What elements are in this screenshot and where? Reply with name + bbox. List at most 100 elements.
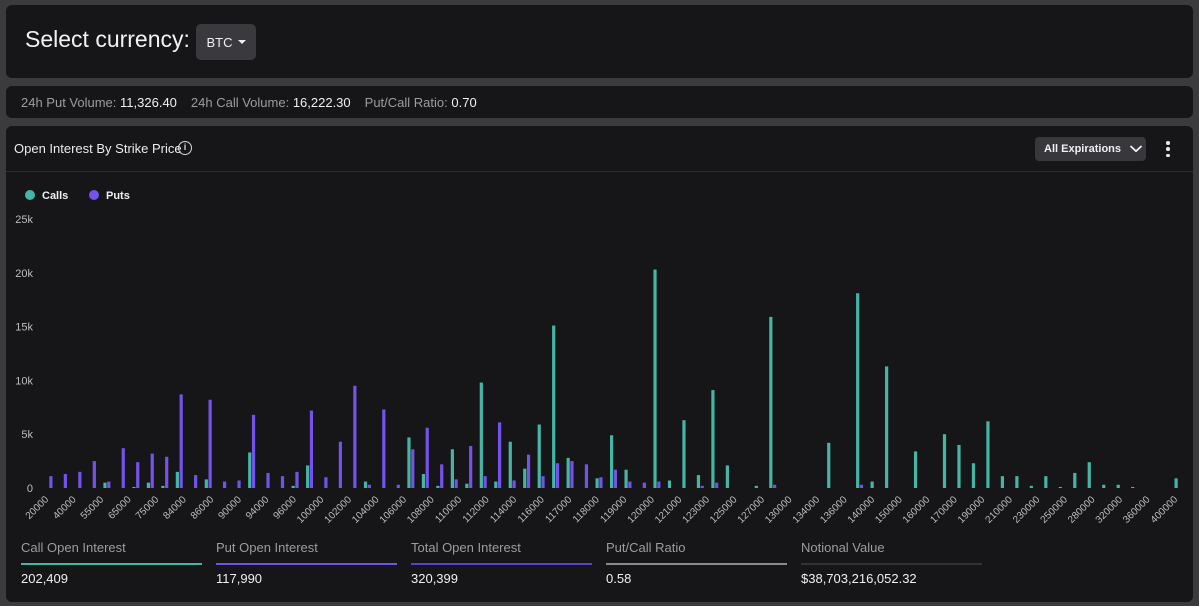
call-bar [248,452,252,488]
put-bar [194,475,198,488]
legend-marker-puts [89,190,99,200]
x-tick-label: 120000 [626,494,658,526]
x-tick-label: 116000 [516,494,547,525]
call-bar [436,485,440,488]
summary-value: 320,399 [411,571,458,586]
summary-item: Put/Call Ratio 0.58 [606,540,787,586]
call-bar [1029,485,1033,488]
summary-underline [21,563,202,565]
x-tick-label: 65000 [106,494,134,522]
put-volume-stat: 24h Put Volume: 11,326.40 [21,95,177,110]
chart-header: Open Interest By Strike Price i All Expi… [6,126,1193,172]
call-bar [1174,478,1178,488]
call-bar [1000,476,1005,488]
x-tick-label: 130000 [763,494,795,526]
summary-item: Call Open Interest 202,409 [21,540,202,586]
summary-underline [216,563,397,565]
call-bar [479,382,483,488]
put-bar [396,484,400,488]
put-bar [78,471,82,488]
ratio-label: Put/Call Ratio: [364,94,448,110]
put-bar [541,476,545,488]
put-volume-value: 11,326.40 [120,94,177,110]
x-tick-label: 86000 [189,494,217,522]
currency-dropdown[interactable]: BTC [196,24,256,60]
call-bar [885,366,889,488]
x-tick-label: 75000 [134,494,162,522]
call-bar [682,420,686,488]
put-bar [715,482,719,488]
x-tick-label: 280000 [1066,494,1098,526]
call-bar [827,442,831,488]
call-bar [306,465,310,488]
y-tick-label: 15k [15,322,33,334]
x-tick-label: 40000 [51,494,79,522]
put-bar [309,410,314,488]
call-bar [204,479,208,488]
summary-label: Call Open Interest [21,540,126,555]
x-tick-label: 160000 [901,494,933,526]
call-bar [1116,484,1120,488]
call-bar [1015,476,1019,488]
x-tick-label: 118000 [571,494,602,525]
put-bar [454,479,458,488]
legend-label-puts: Puts [106,190,130,202]
x-tick-label: 250000 [1039,494,1071,526]
put-bar [92,461,96,488]
put-bar [179,394,183,488]
summary-label: Notional Value [801,540,885,555]
expirations-label: All Expirations [1044,143,1122,155]
call-bar [1131,486,1135,488]
call-volume-stat: 24h Call Volume: 16,222.30 [191,95,351,110]
summary-underline [411,563,592,565]
call-bar [494,481,498,488]
x-tick-label: 170000 [928,494,960,526]
x-tick-label: 123000 [681,494,713,526]
y-tick-label: 25k [15,214,33,226]
y-tick-label: 0 [27,483,33,495]
x-tick-label: 20000 [24,494,52,522]
call-bar [870,481,874,488]
summary-item: Total Open Interest 320,399 [411,540,592,586]
call-bar [161,485,165,488]
x-tick-label: 94000 [244,494,272,522]
x-tick-label: 134000 [791,494,823,526]
call-bar [957,444,961,488]
summary-item: Notional Value $38,703,216,052.32 [801,540,982,586]
call-bar [610,435,614,488]
put-bar [555,463,560,488]
put-bar [773,484,777,488]
put-bar [324,477,328,488]
put-bar [483,476,487,488]
call-bar [508,441,512,488]
x-tick-label: 400000 [1149,494,1181,526]
call-bar [913,451,918,488]
call-bar [971,463,976,488]
call-bar [1073,472,1077,488]
x-tick-label: 150000 [873,494,905,526]
x-tick-label: 112000 [461,494,492,525]
summary-underline [606,563,787,565]
x-tick-label: 125000 [708,494,740,526]
call-bar [725,465,729,488]
x-tick-label: 320000 [1094,494,1126,526]
more-vertical-icon[interactable] [1164,140,1172,158]
summary-underline [801,563,982,565]
call-volume-label: 24h Call Volume: [190,94,290,110]
summary-item: Put Open Interest 117,990 [216,540,397,586]
put-bar [700,485,704,488]
put-bar [469,446,473,488]
call-bar [769,316,773,488]
put-bar [367,484,371,488]
expirations-dropdown[interactable]: All Expirations [1035,137,1146,161]
y-tick-label: 10k [15,375,33,387]
put-bar [613,469,617,488]
call-bar [595,478,599,488]
put-bar [165,456,169,488]
info-icon[interactable]: i [178,141,192,155]
call-bar [986,421,990,488]
select-currency-label: Select currency: [25,26,190,52]
call-bar [523,468,527,488]
put-bar [628,481,632,488]
put-bar [150,453,154,488]
